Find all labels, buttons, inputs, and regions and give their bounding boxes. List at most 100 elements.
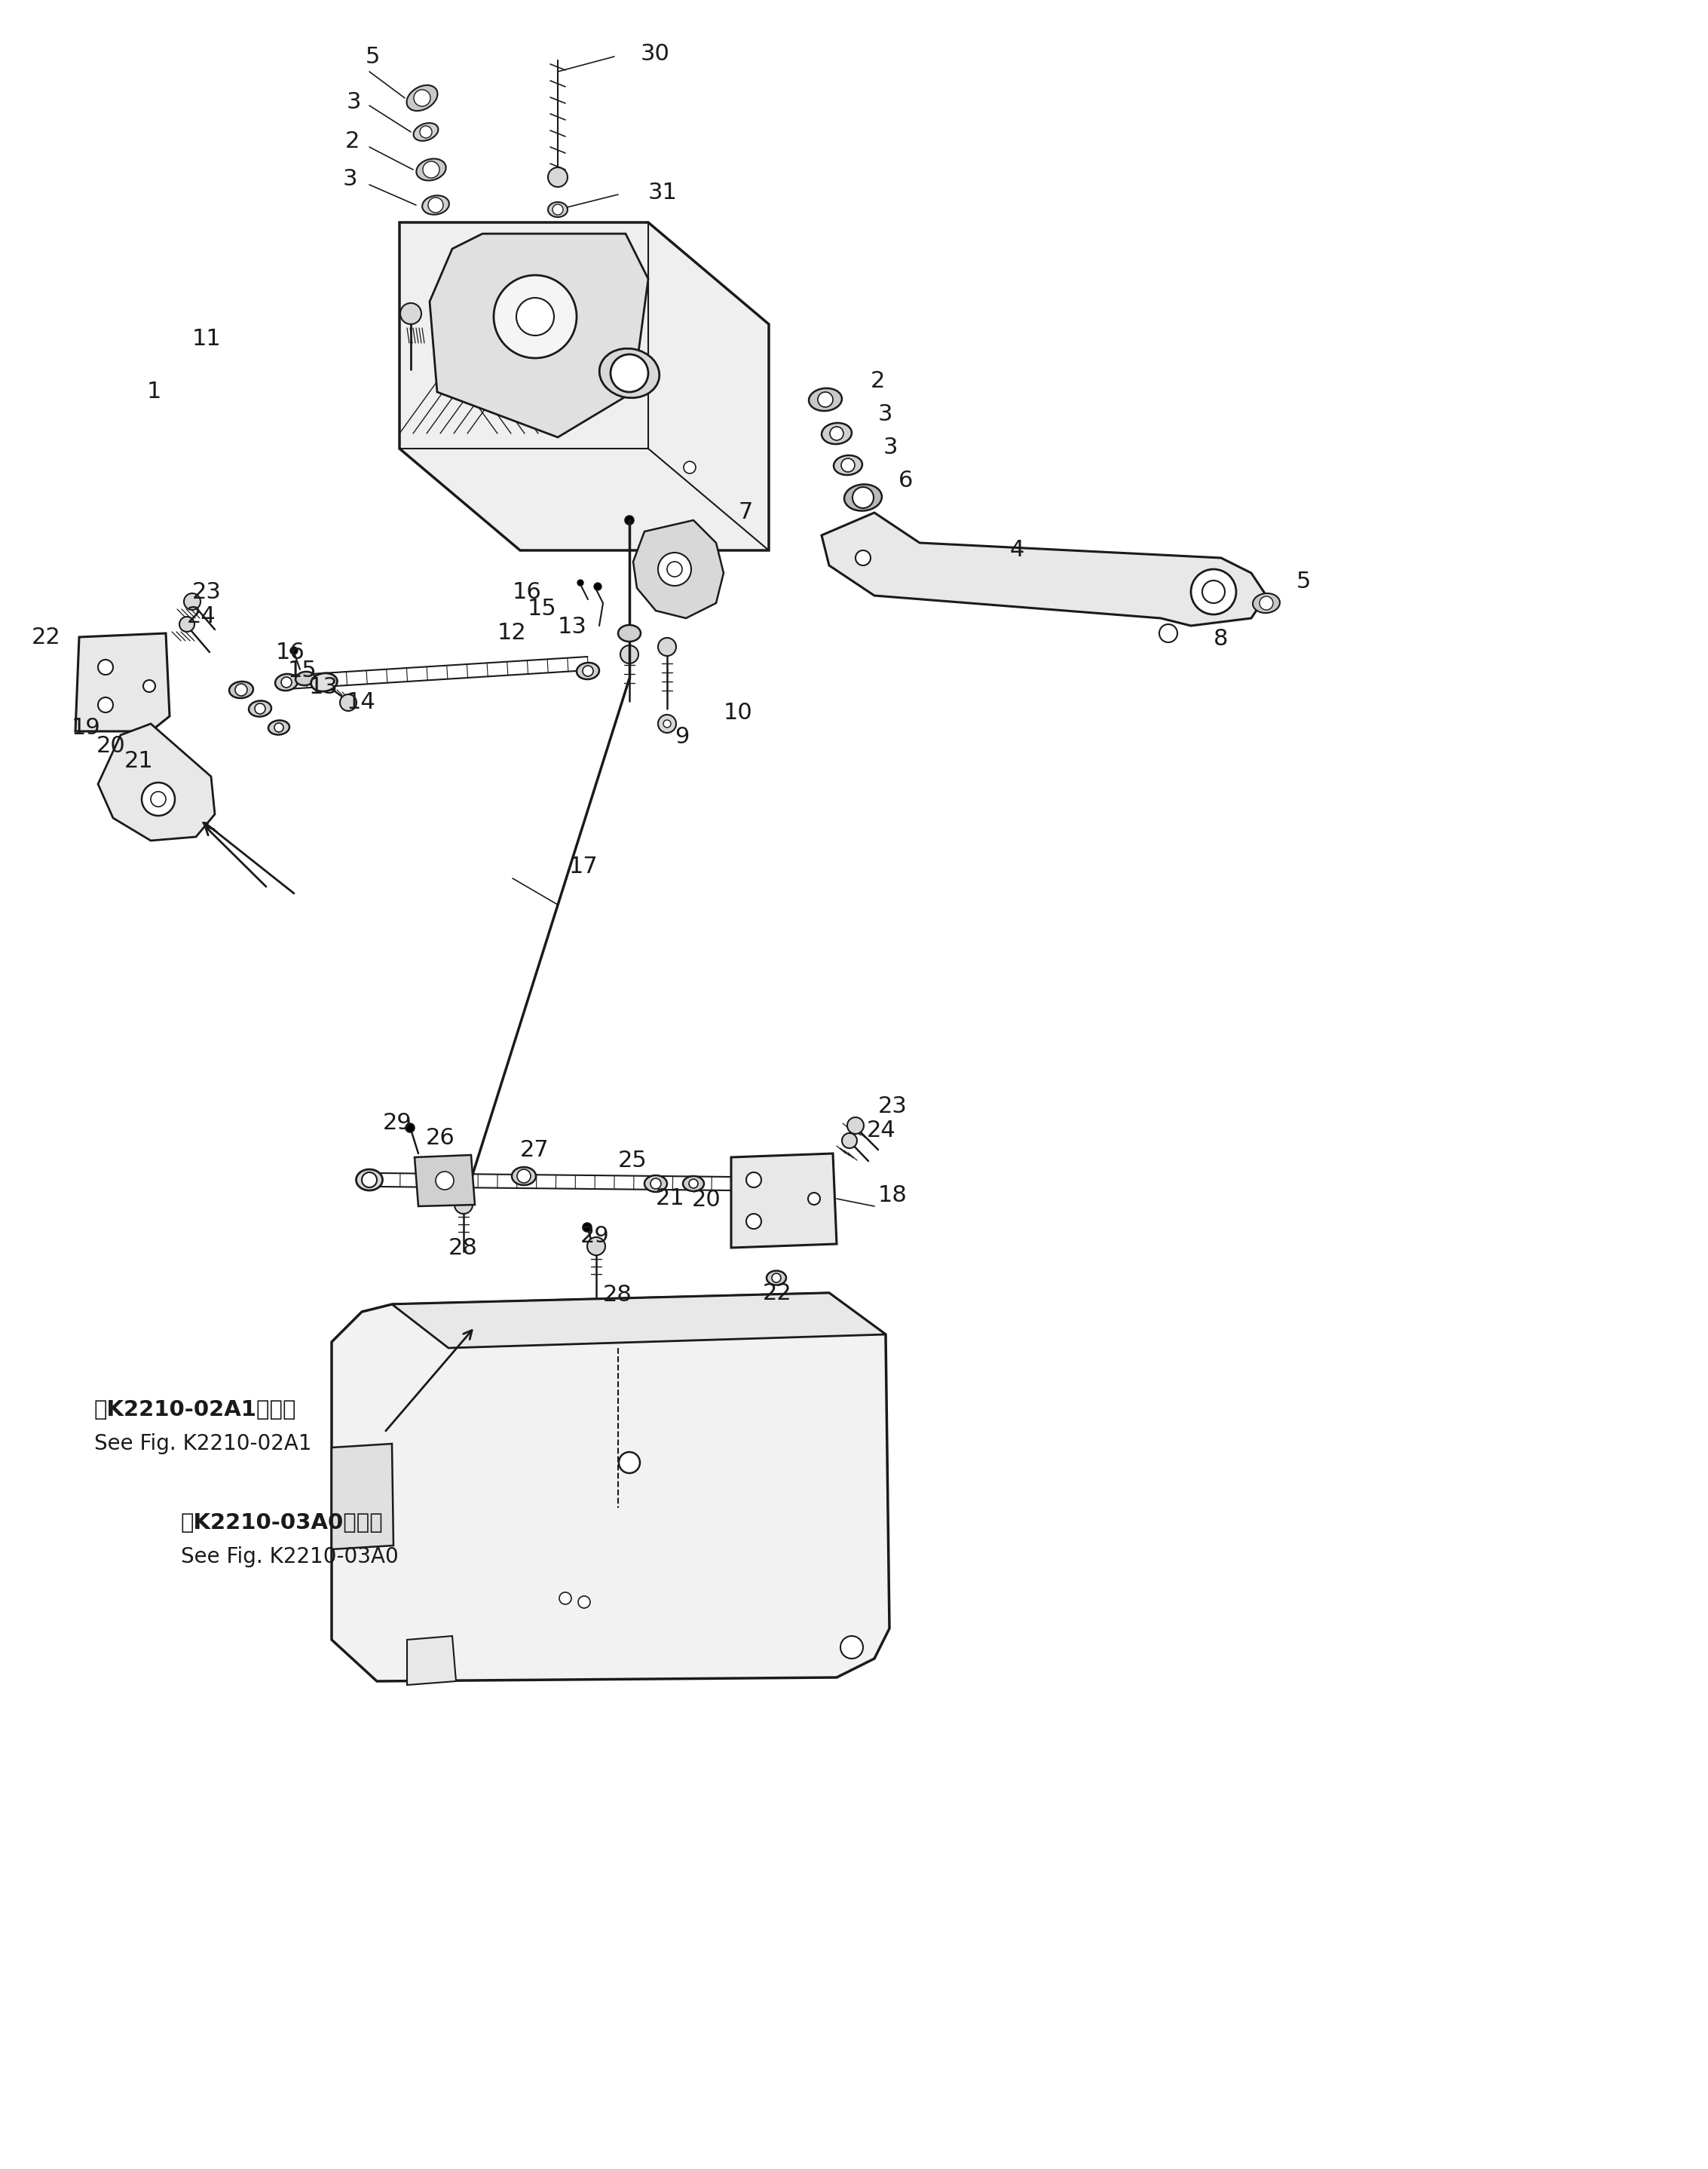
Text: 24: 24 (186, 605, 217, 627)
Circle shape (282, 677, 292, 688)
Circle shape (150, 792, 166, 807)
Ellipse shape (357, 1169, 383, 1191)
Circle shape (668, 562, 681, 577)
Ellipse shape (268, 720, 289, 735)
Text: 5: 5 (366, 46, 381, 67)
Ellipse shape (577, 664, 600, 679)
Circle shape (97, 659, 113, 675)
Circle shape (847, 1117, 864, 1134)
Circle shape (577, 1596, 591, 1607)
Circle shape (559, 1592, 572, 1605)
Circle shape (405, 1124, 415, 1132)
Circle shape (454, 1195, 473, 1215)
Circle shape (413, 89, 430, 106)
Polygon shape (822, 512, 1266, 625)
Text: See Fig. K2210-02A1: See Fig. K2210-02A1 (94, 1434, 311, 1453)
Text: 2: 2 (345, 130, 360, 152)
Text: 28: 28 (449, 1236, 478, 1258)
Circle shape (808, 1193, 820, 1204)
Text: 8: 8 (1214, 629, 1228, 651)
Polygon shape (430, 234, 649, 438)
Circle shape (620, 646, 639, 664)
Circle shape (852, 488, 873, 508)
Ellipse shape (683, 1176, 704, 1191)
Polygon shape (415, 1154, 475, 1206)
Ellipse shape (834, 455, 863, 475)
Circle shape (518, 1169, 531, 1182)
Circle shape (494, 275, 577, 358)
Text: 5: 5 (1296, 570, 1312, 592)
Text: 19: 19 (72, 716, 101, 737)
Circle shape (1190, 568, 1237, 614)
Circle shape (577, 579, 584, 586)
Text: 31: 31 (649, 182, 678, 204)
Circle shape (362, 1171, 377, 1186)
Circle shape (651, 1178, 661, 1189)
Circle shape (840, 1635, 863, 1659)
Circle shape (97, 698, 113, 711)
Circle shape (683, 462, 695, 473)
Text: 1: 1 (147, 382, 162, 403)
Circle shape (429, 197, 442, 213)
Ellipse shape (229, 681, 253, 698)
Ellipse shape (413, 124, 439, 141)
Circle shape (179, 616, 195, 631)
Circle shape (818, 393, 834, 408)
Text: 22: 22 (32, 627, 61, 649)
Ellipse shape (422, 195, 449, 215)
Circle shape (1259, 596, 1272, 609)
Circle shape (830, 427, 844, 440)
Text: 26: 26 (425, 1128, 454, 1150)
Ellipse shape (644, 1176, 668, 1193)
Circle shape (625, 516, 634, 525)
Text: 11: 11 (193, 328, 222, 349)
Circle shape (582, 1223, 591, 1232)
Ellipse shape (249, 701, 272, 716)
Circle shape (842, 1132, 857, 1147)
Polygon shape (731, 1154, 837, 1247)
Polygon shape (400, 223, 769, 551)
Circle shape (254, 703, 265, 714)
Ellipse shape (844, 484, 881, 512)
Text: 2: 2 (871, 369, 885, 393)
Text: 4: 4 (1009, 540, 1025, 562)
Ellipse shape (417, 158, 446, 180)
Text: 12: 12 (497, 623, 526, 644)
Text: 22: 22 (763, 1282, 793, 1304)
Circle shape (594, 583, 601, 590)
Ellipse shape (311, 672, 336, 692)
Text: 第K2210-03A0図参照: 第K2210-03A0図参照 (181, 1512, 384, 1533)
Circle shape (582, 666, 593, 677)
Polygon shape (391, 1293, 886, 1347)
Ellipse shape (600, 349, 659, 397)
Circle shape (552, 204, 564, 215)
Circle shape (856, 551, 871, 566)
Polygon shape (331, 1445, 393, 1549)
Circle shape (663, 720, 671, 727)
Polygon shape (407, 1635, 456, 1685)
Ellipse shape (512, 1167, 536, 1184)
Circle shape (610, 354, 649, 393)
Circle shape (424, 161, 439, 178)
Text: 14: 14 (347, 692, 376, 714)
Circle shape (840, 458, 854, 473)
Circle shape (746, 1215, 762, 1230)
Ellipse shape (295, 672, 314, 685)
Circle shape (516, 297, 553, 336)
Circle shape (772, 1273, 781, 1282)
Circle shape (746, 1171, 762, 1186)
Text: 16: 16 (512, 581, 541, 603)
Circle shape (658, 638, 676, 655)
Ellipse shape (810, 388, 842, 410)
Text: 7: 7 (738, 501, 753, 523)
Circle shape (420, 126, 432, 139)
Polygon shape (331, 1293, 890, 1681)
Text: 3: 3 (878, 403, 893, 425)
Text: 9: 9 (675, 727, 690, 748)
Ellipse shape (618, 625, 640, 642)
Circle shape (1202, 581, 1225, 603)
Ellipse shape (407, 85, 437, 111)
Text: 25: 25 (618, 1150, 647, 1171)
Ellipse shape (1252, 594, 1279, 614)
Circle shape (184, 594, 200, 609)
